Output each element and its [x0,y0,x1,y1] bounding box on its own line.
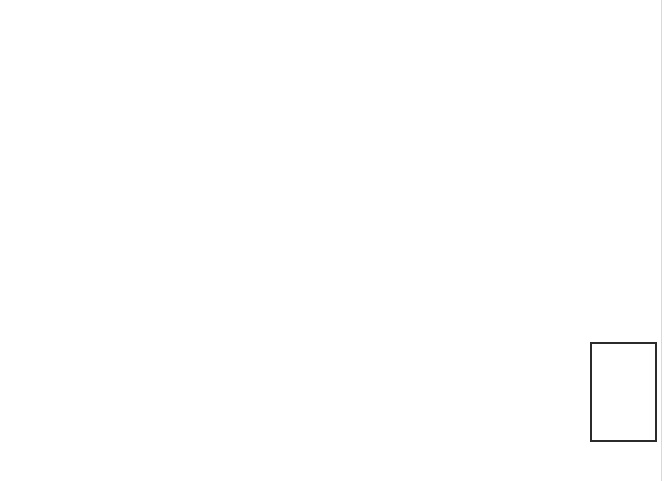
legend [590,342,657,442]
chart-right-edge-divider [661,0,662,481]
